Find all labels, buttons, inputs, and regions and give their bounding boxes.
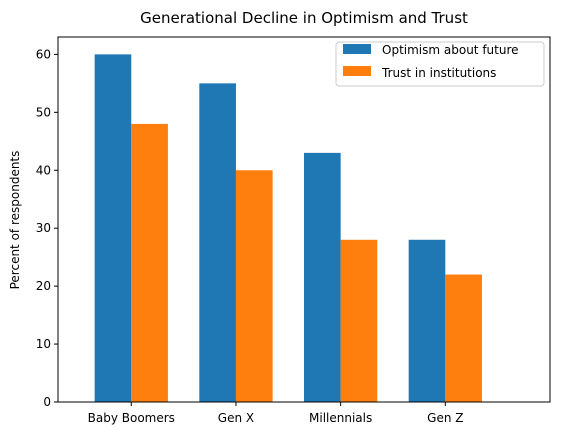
y-axis: 0 10 20 30 40 50 60 [36, 47, 58, 409]
bar-trust-millennials [340, 239, 378, 402]
legend-box [335, 41, 545, 87]
x-tick-label: Gen Z [427, 411, 463, 425]
y-tick-label: 10 [36, 337, 51, 351]
legend: Optimism about future Trust in instituti… [335, 41, 545, 87]
y-tick-label: 50 [36, 105, 51, 119]
bar-trust-baby-boomers [131, 123, 168, 403]
bar-trust-gen-z [445, 274, 482, 402]
x-axis: Baby Boomers Gen X Millennials Gen Z [88, 402, 463, 425]
y-axis-label: Percent of respondents [8, 151, 22, 290]
bar-optimism-gen-z [408, 239, 446, 402]
legend-swatch-optimism [343, 44, 371, 54]
legend-label-optimism: Optimism about future [382, 43, 519, 57]
x-tick-label: Gen X [218, 411, 254, 425]
bar-trust-gen-x [235, 170, 273, 402]
y-tick-label: 20 [36, 279, 51, 293]
x-tick-label: Baby Boomers [88, 411, 175, 425]
bar-optimism-millennials [304, 152, 341, 402]
legend-swatch-trust [343, 66, 371, 76]
plot-frame [57, 36, 551, 403]
bar-optimism-gen-x [199, 83, 236, 402]
bar-optimism-baby-boomers [94, 54, 132, 402]
legend-label-trust: Trust in institutions [381, 66, 496, 80]
y-tick-label: 30 [36, 221, 51, 235]
x-tick-label: Millennials [309, 411, 372, 425]
y-tick-label: 40 [36, 163, 51, 177]
y-tick-label: 0 [43, 395, 51, 409]
chart-title: Generational Decline in Optimism and Tru… [140, 9, 468, 27]
y-tick-label: 60 [36, 47, 51, 61]
bars-layer [94, 54, 482, 403]
